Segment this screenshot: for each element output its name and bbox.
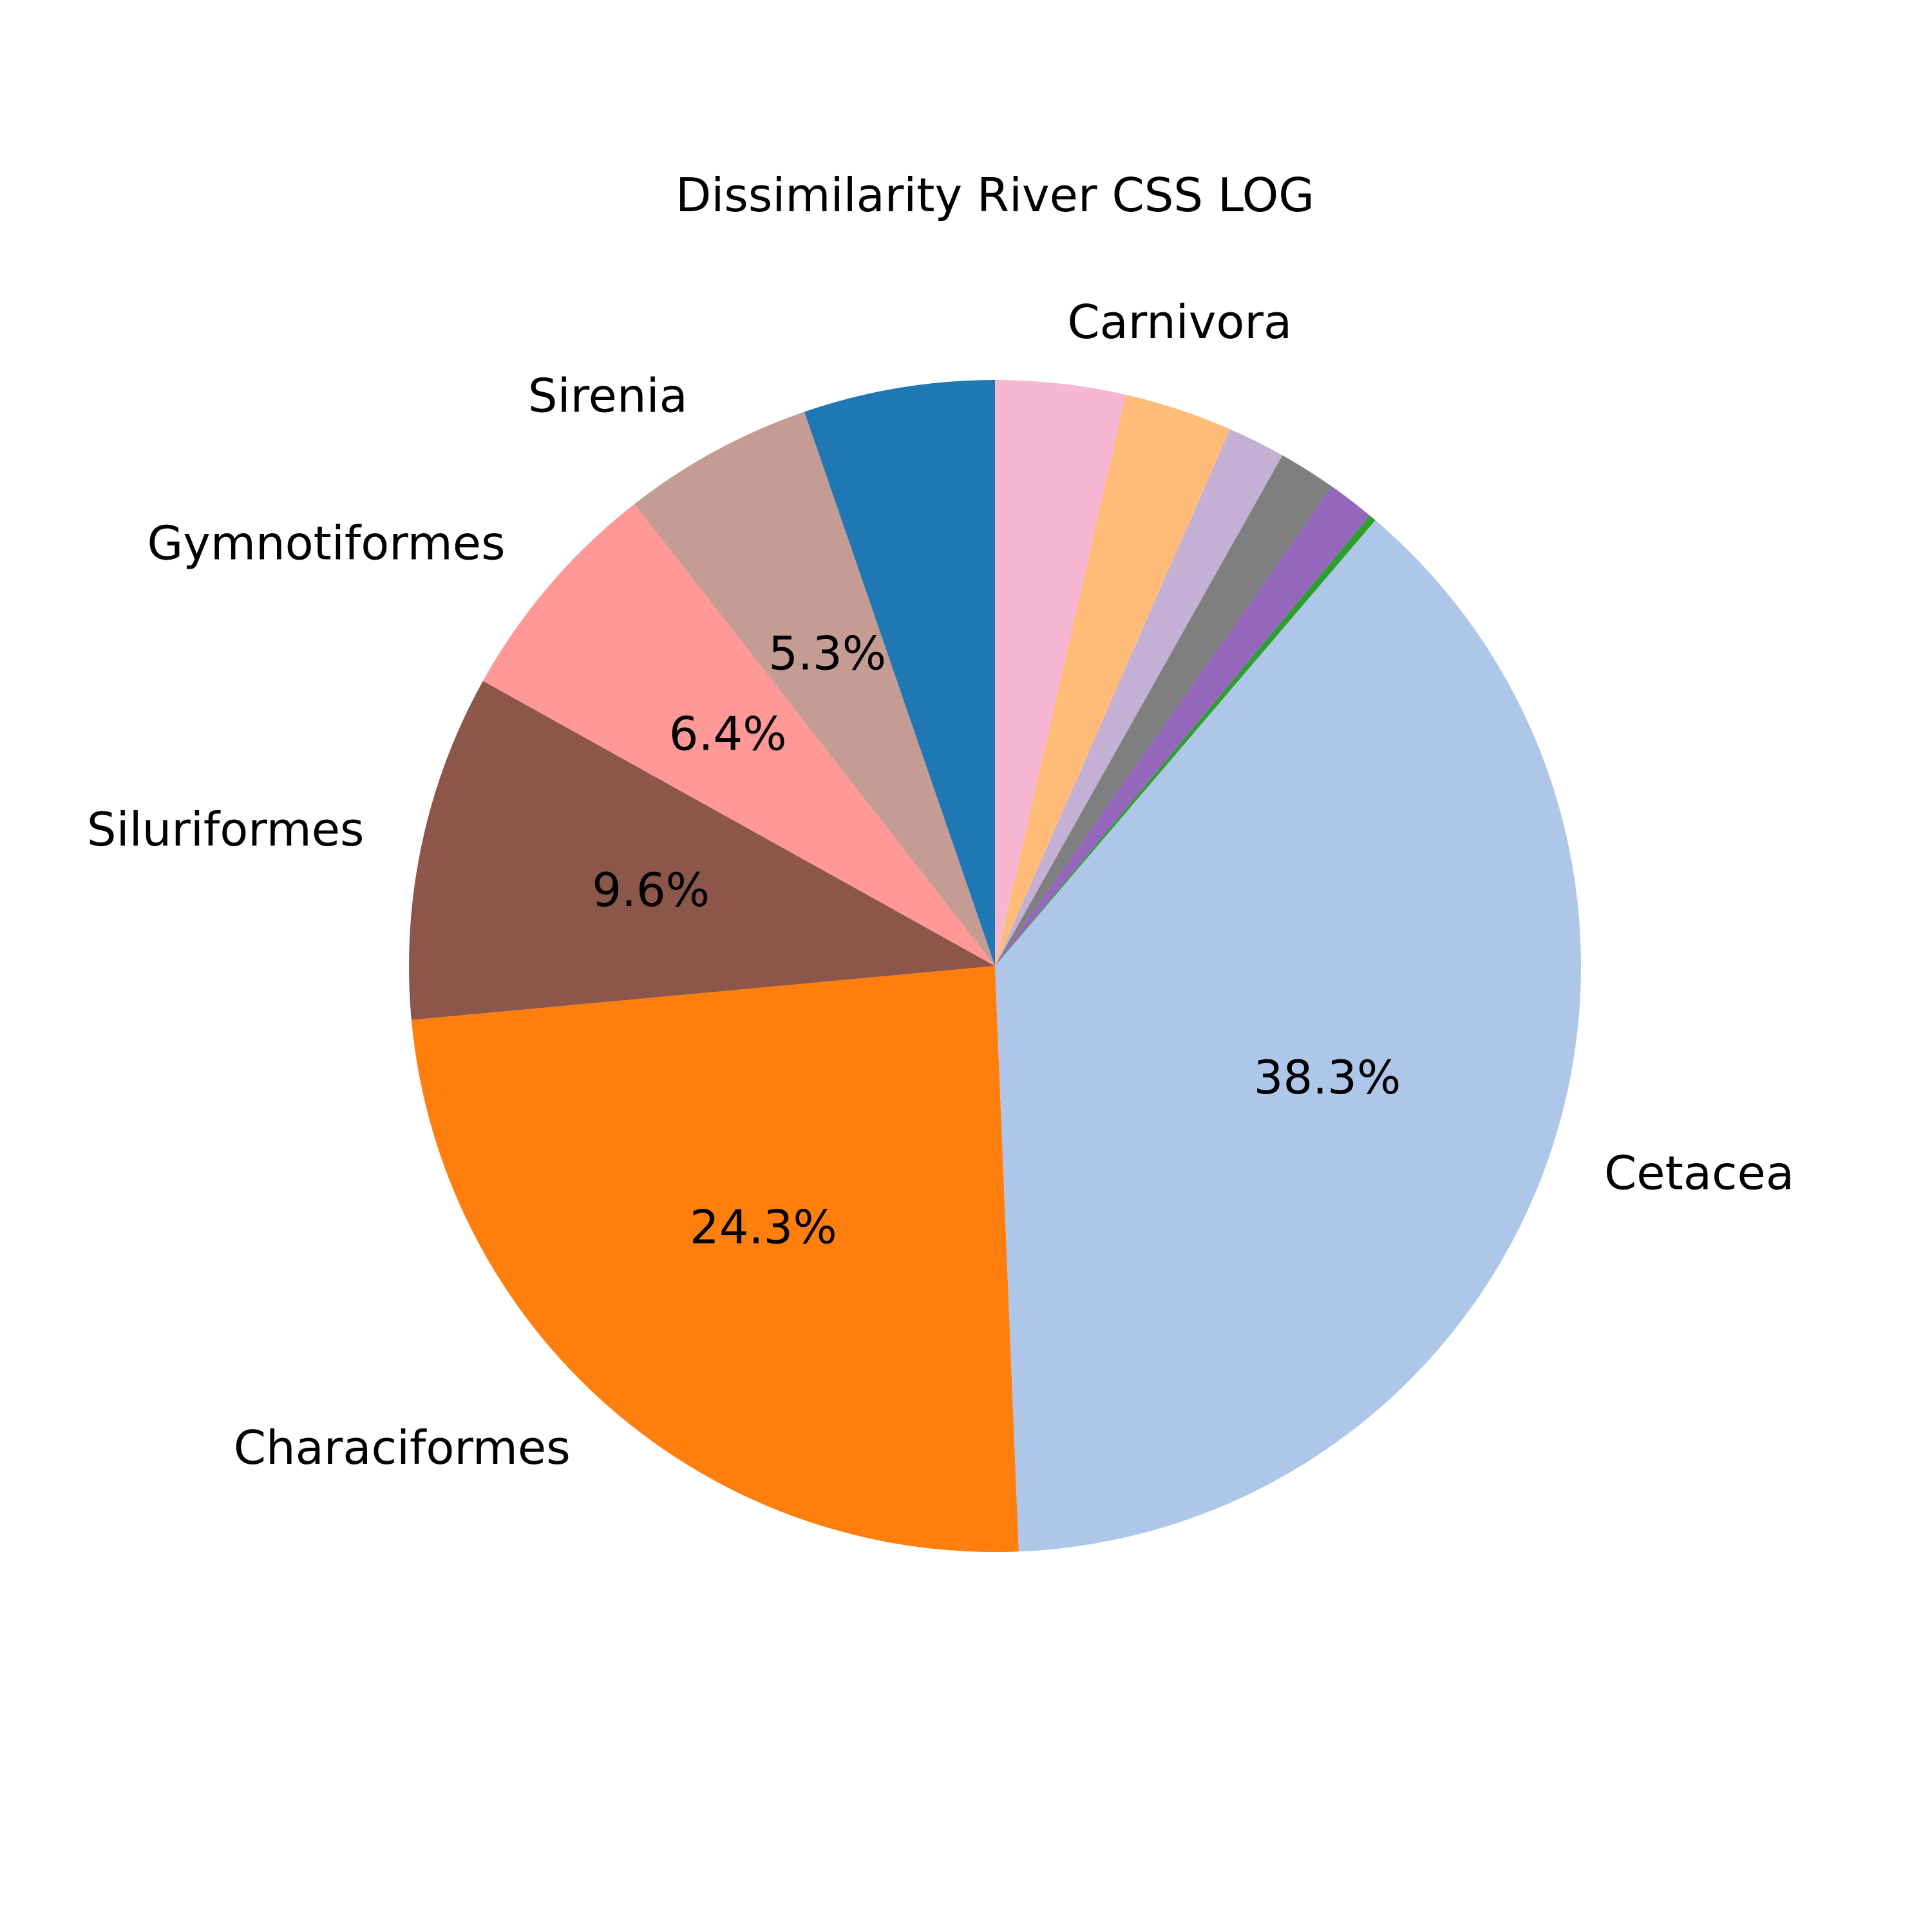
slice-label: Cetacea [1604,1146,1794,1200]
pie-slice-gymnotiformes [482,504,995,966]
pie-slice-siluriformes [408,681,995,1020]
slice-label: Carnivora [1067,295,1292,349]
pie-slice-unlabeled-8 [995,455,1332,966]
slice-percent-label: 38.3% [1254,1050,1401,1104]
pie-slice-unlabeled-6 [995,515,1376,966]
pie-slice-carnivora [995,380,1126,966]
slice-percent-label: 5.3% [768,627,886,681]
slice-label: Characiformes [234,1421,571,1475]
percent-labels: 5.3% 6.4% 9.6% 24.3% 38.3% [592,627,1401,1255]
slice-percent-label: 6.4% [669,706,787,761]
chart-title: Dissimilarity River CSS LOG [676,168,1314,222]
pie-slice-unlabeled-0 [804,380,995,966]
pie-slice-cetacea [995,520,1581,1552]
slice-percent-label: 9.6% [592,863,710,917]
pie-slice-sirenia [634,412,995,966]
pie-slice-unlabeled-7 [995,486,1370,966]
slice-label: Gymnotiformes [147,516,505,571]
slice-label: Sirenia [528,369,688,423]
pie-slice-unlabeled-10 [995,394,1230,966]
pie-slice-unlabeled-9 [995,429,1283,966]
slice-label: Siluriformes [87,802,365,857]
slice-percent-label: 24.3% [690,1200,837,1254]
pie-slices [408,380,1581,1553]
slice-labels: Sirenia Gymnotiformes Siluriformes Characif… [87,295,1794,1475]
pie-slice-characiformes [411,966,1019,1553]
